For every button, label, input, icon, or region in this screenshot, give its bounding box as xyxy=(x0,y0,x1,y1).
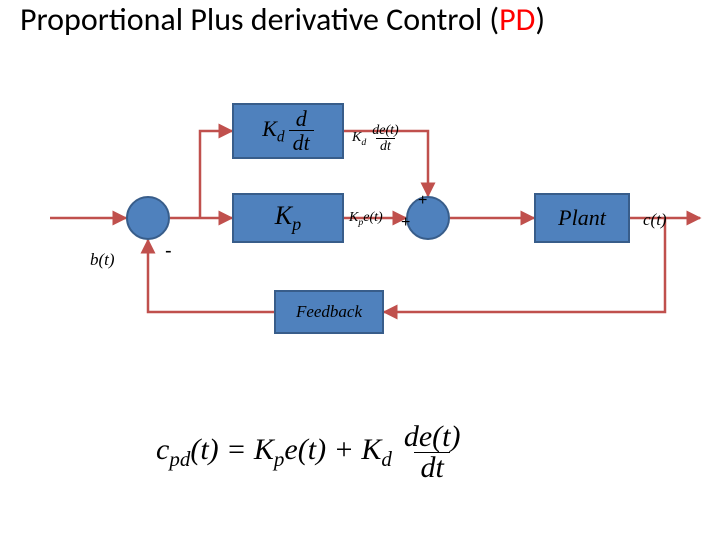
label-bt: b(t) xyxy=(90,250,115,270)
sum1-minus-sign: - xyxy=(165,240,172,263)
edge-branch-up-kd xyxy=(200,131,232,218)
kp-sub: p xyxy=(292,214,301,234)
kp-block: Kp xyxy=(232,193,344,243)
eq-frac: de(t) dt xyxy=(398,422,467,483)
label-ct: c(t) xyxy=(643,210,667,230)
slide-root: Proportional Plus derivative Control (PD… xyxy=(0,0,720,540)
kd-block: Kd d dt xyxy=(232,103,344,159)
sum2-plus-left-sign: + xyxy=(401,214,410,232)
sum-junction-2 xyxy=(406,196,450,240)
feedback-block: Feedback xyxy=(274,290,384,334)
kd-text: Kd xyxy=(262,116,284,146)
plant-block: Plant xyxy=(534,193,630,243)
kp-k: K xyxy=(275,201,292,230)
eq-lhs: cpd(t) = Kpe(t) + Kd xyxy=(156,433,392,472)
feedback-label: Feedback xyxy=(296,302,362,322)
kd-frac: d dt xyxy=(289,108,314,154)
label-kpet: Kpe(t) xyxy=(349,210,383,228)
sum-junction-1 xyxy=(126,196,170,240)
plant-label: Plant xyxy=(558,205,606,231)
label-kddet: Kd de(t) dt xyxy=(352,124,403,154)
eq-frac-den: dt xyxy=(414,452,449,483)
sum2-plus-top-sign: + xyxy=(418,192,427,210)
equation: cpd(t) = Kpe(t) + Kd de(t) dt xyxy=(156,422,466,483)
eq-frac-num: de(t) xyxy=(398,422,467,452)
